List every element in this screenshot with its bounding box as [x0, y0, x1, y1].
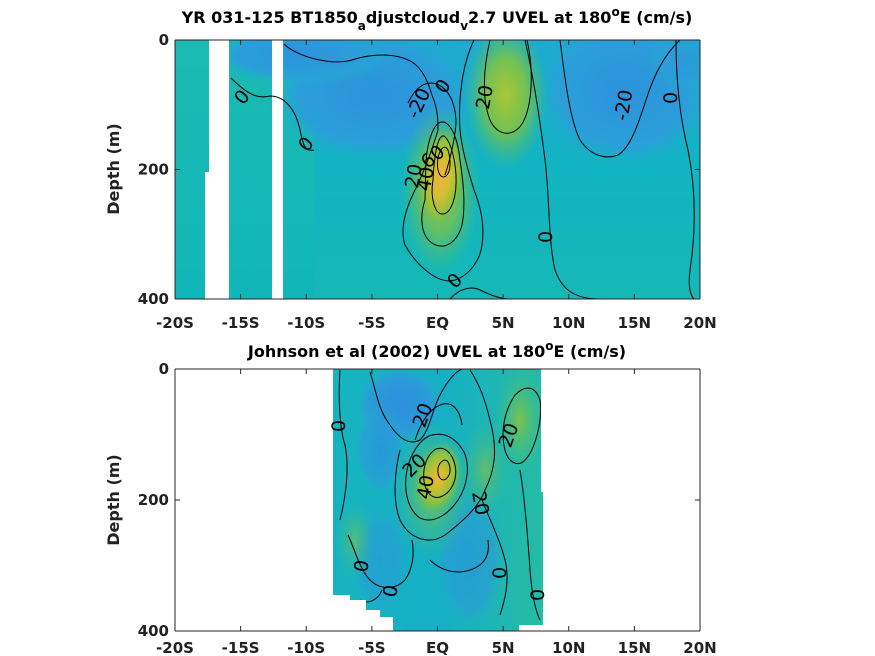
clabel: 40: [413, 473, 439, 501]
x-tick-label: 15N: [618, 314, 651, 332]
clabel: -20: [610, 88, 637, 122]
y-tick-label: 0: [159, 31, 169, 49]
x-tick-label: EQ: [426, 639, 449, 656]
gap-2: [272, 40, 283, 299]
contour-20-a: [414, 403, 463, 441]
field-nec2: [650, 40, 700, 90]
x-tick-label: -10S: [287, 639, 325, 656]
x-tick-label: -5S: [358, 639, 385, 656]
contour-0-right: [524, 40, 601, 299]
x-ticks-bottom: -20S -15S -10S -5S EQ 5N 10N 15N 20N: [156, 369, 717, 656]
y-tick-label: 0: [159, 360, 169, 378]
contour-neg20-nec: [559, 40, 681, 158]
contour-0-r2: [519, 469, 541, 621]
x-tick-label: -15S: [222, 314, 260, 332]
field-green-mid: [460, 420, 510, 520]
contour-20-necc: [483, 40, 532, 134]
contour-50: [437, 459, 451, 481]
y-axis-label: Depth (m): [104, 123, 123, 215]
contour-0-b: [369, 369, 463, 443]
clabel: 0: [535, 231, 557, 243]
field-green-left: [335, 500, 375, 580]
x-tick-label: 10N: [552, 314, 585, 332]
y-tick-label: 400: [138, 622, 169, 640]
contour-40: [431, 135, 457, 215]
clabel: 0: [489, 567, 511, 579]
x-tick-label: -5S: [358, 314, 385, 332]
contour-0-left: [230, 77, 315, 151]
colour-field-bottom: [333, 369, 543, 631]
contour-neg20: [407, 82, 457, 176]
contour-0-bottom: [449, 287, 511, 299]
clabel: 20: [401, 162, 427, 190]
contour-20: [405, 433, 468, 521]
clabel: 0: [379, 583, 403, 599]
clabel: 0: [660, 92, 682, 104]
x-tick-label: -10S: [287, 314, 325, 332]
contour-0-euc: [402, 40, 484, 282]
field-sec2: [210, 40, 390, 85]
x-tick-label: 5N: [492, 639, 515, 656]
y-axis-label: Depth (m): [104, 454, 123, 546]
x-tick-label: EQ: [426, 314, 449, 332]
x-tick-label: 5N: [492, 314, 515, 332]
contour-0-deep: [429, 539, 489, 573]
contour-20: [421, 121, 465, 247]
colour-field-top: [175, 40, 700, 299]
x-tick-label: 20N: [683, 639, 716, 656]
x-tick-label: -15S: [222, 639, 260, 656]
gap-1b: [205, 172, 211, 299]
x-tick-label: 20N: [683, 314, 716, 332]
x-tick-label: 15N: [618, 639, 651, 656]
x-tick-label: 10N: [552, 639, 585, 656]
chart-title-top: YR 031-125 BT1850adjustcloudv2.7 UVEL at…: [181, 5, 693, 33]
contour-0-euc: [394, 369, 495, 541]
x-tick-label: -20S: [156, 314, 194, 332]
clabel: 0: [350, 558, 374, 574]
contour-20-right: [502, 387, 542, 465]
gap-1: [209, 40, 229, 299]
chart-panel-bottom: Johnson et al (2002) UVEL at 180oE (cm/s…: [104, 339, 717, 656]
clabel: 20: [472, 83, 498, 111]
contour-0-l1: [347, 534, 414, 588]
chart-title-bottom: Johnson et al (2002) UVEL at 180oE (cm/s…: [247, 339, 626, 361]
contour-0-sec-top: [283, 43, 439, 131]
x-ticks-top: -20S -15S -10S -5S EQ 5N 10N 15N 20N: [156, 40, 717, 332]
y-tick-label: 200: [138, 491, 169, 509]
field-euc: [412, 440, 464, 516]
contour-0-a: [338, 369, 348, 521]
clabel: 40: [413, 165, 439, 193]
contour-0-r1: [481, 499, 508, 616]
clabel: 20: [467, 489, 493, 517]
contour-lines-bottom: [338, 369, 542, 621]
y-tick-label: 200: [138, 161, 169, 179]
contour-0-far: [675, 40, 695, 299]
chart-panel-top: YR 031-125 BT1850adjustcloudv2.7 UVEL at…: [104, 5, 717, 332]
contour-40: [423, 447, 457, 498]
y-tick-label: 400: [138, 290, 169, 308]
contour-lines-top: [230, 40, 695, 299]
x-tick-label: -20S: [156, 639, 194, 656]
clabel: 0: [527, 589, 549, 601]
field-euc: [416, 126, 466, 230]
clabel: 0: [328, 420, 350, 432]
contour-labels-top: 0 0 -20 0 20 20 40 60 0 0 -20 0: [230, 75, 682, 293]
field-sec2: [355, 405, 405, 495]
contour-60: [437, 146, 451, 178]
